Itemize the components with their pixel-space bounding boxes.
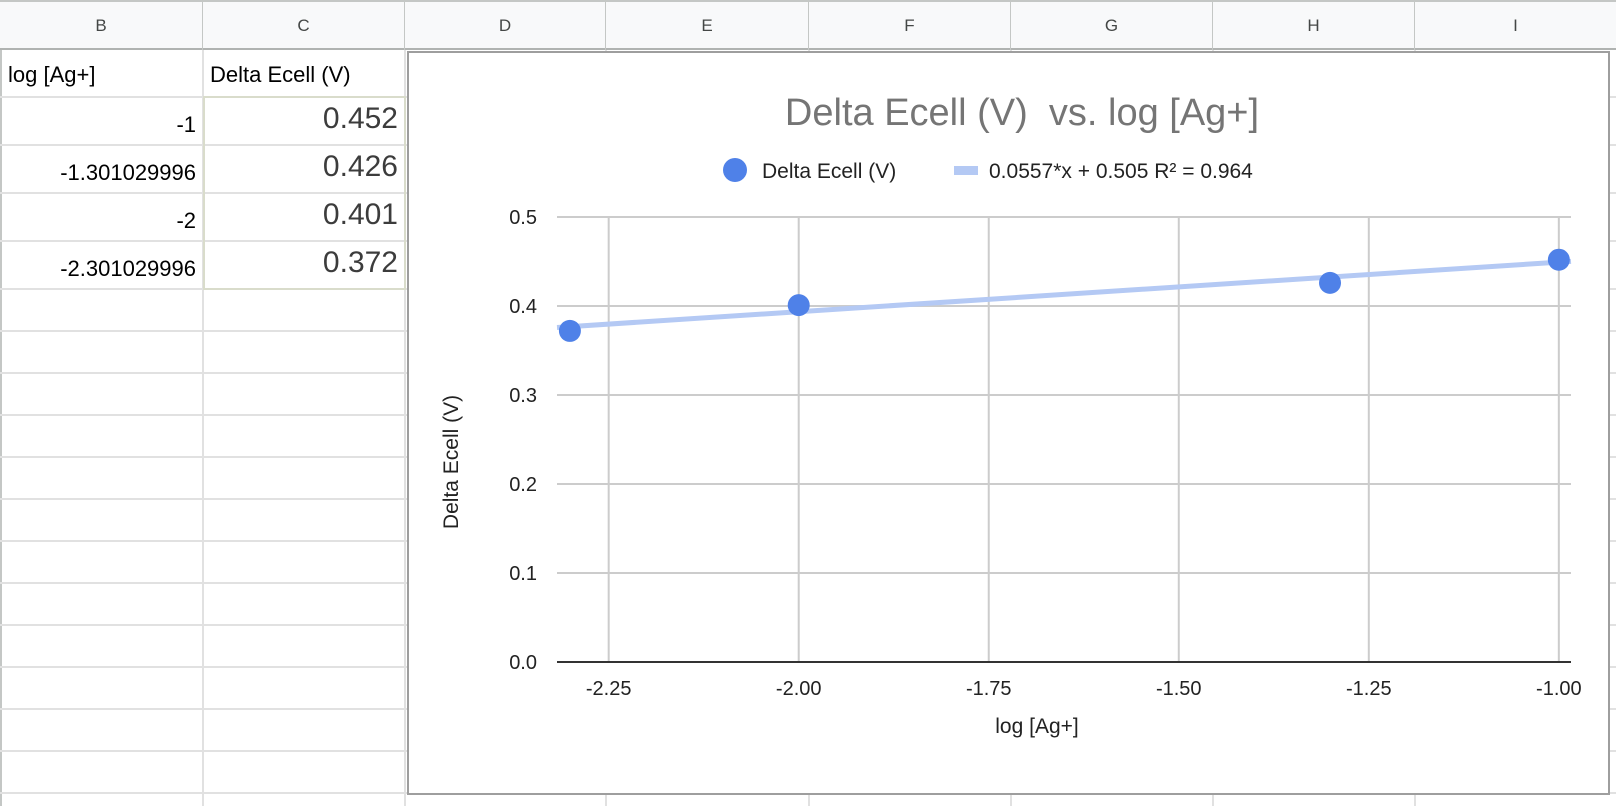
cell-c4[interactable]: 0.401 xyxy=(322,198,398,231)
grid-col-line xyxy=(404,50,406,806)
y-tick-label: 0.3 xyxy=(509,385,537,407)
cell-c5[interactable]: 0.372 xyxy=(322,246,398,279)
column-header-c[interactable]: C xyxy=(203,2,405,50)
x-tick-label: -1.00 xyxy=(1536,678,1582,700)
x-tick-label: -2.25 xyxy=(586,678,632,700)
data-points xyxy=(558,248,1570,342)
column-header-row: B C D E F G H I xyxy=(0,0,1616,50)
cell-c1[interactable]: Delta Ecell (V) xyxy=(210,62,351,87)
x-axis-title: log [Ag+] xyxy=(995,715,1078,738)
data-range-border xyxy=(203,96,406,290)
legend-trendline-label: 0.0557*x + 0.505 R² = 0.964 xyxy=(989,160,1253,183)
legend-series-marker-icon xyxy=(723,158,747,182)
scatter-chart: Delta Ecell (V) vs. log [Ag+] Delta Ecel… xyxy=(440,92,1582,738)
x-axis-ticks: -2.25 -2.00 -1.75 -1.50 -1.25 -1.00 xyxy=(586,678,1582,700)
trendline xyxy=(556,258,1572,330)
cell-b3[interactable]: -1.301029996 xyxy=(60,160,196,185)
grid-col-line xyxy=(202,50,204,806)
gridlines xyxy=(557,216,1571,662)
y-axis-title: Delta Ecell (V) xyxy=(440,395,463,529)
legend-series-label: Delta Ecell (V) xyxy=(762,160,896,183)
column-header-e[interactable]: E xyxy=(606,2,809,50)
cell-b5[interactable]: -2.301029996 xyxy=(60,256,196,281)
data-point xyxy=(787,294,810,317)
data-point xyxy=(558,319,581,342)
x-tick-label: -1.75 xyxy=(966,678,1012,700)
column-header-d[interactable]: D xyxy=(405,2,606,50)
column-header-h[interactable]: H xyxy=(1213,2,1415,50)
x-tick-label: -1.25 xyxy=(1346,678,1392,700)
data-point xyxy=(1319,271,1342,294)
y-tick-label: 0.5 xyxy=(509,207,537,229)
column-header-g[interactable]: G xyxy=(1011,2,1213,50)
cell-c2[interactable]: 0.452 xyxy=(322,102,398,135)
cell-b2[interactable]: -1 xyxy=(176,112,196,137)
x-tick-label: -2.00 xyxy=(776,678,822,700)
chart-title: Delta Ecell (V) vs. log [Ag+] xyxy=(785,92,1259,134)
y-tick-label: 0.1 xyxy=(509,563,537,585)
cell-b4[interactable]: -2 xyxy=(176,208,196,233)
y-tick-label: 0.2 xyxy=(509,474,537,496)
embedded-chart[interactable]: Delta Ecell (V) vs. log [Ag+] Delta Ecel… xyxy=(407,51,1610,795)
x-tick-label: -1.50 xyxy=(1156,678,1202,700)
y-axis-ticks: 0.0 0.1 0.2 0.3 0.4 0.5 xyxy=(509,207,537,674)
cell-b1[interactable]: log [Ag+] xyxy=(8,62,96,87)
data-point xyxy=(1547,248,1570,271)
column-header-i[interactable]: I xyxy=(1513,16,1518,35)
legend: Delta Ecell (V) 0.0557*x + 0.505 R² = 0.… xyxy=(723,158,1253,183)
cell-c3[interactable]: 0.426 xyxy=(322,150,398,183)
column-header-b[interactable]: B xyxy=(0,2,203,50)
y-tick-label: 0.0 xyxy=(509,652,537,674)
y-tick-label: 0.4 xyxy=(509,296,537,318)
column-header-f[interactable]: F xyxy=(809,2,1011,50)
row-header-edge xyxy=(0,50,2,806)
legend-trendline-swatch-icon xyxy=(954,166,978,175)
